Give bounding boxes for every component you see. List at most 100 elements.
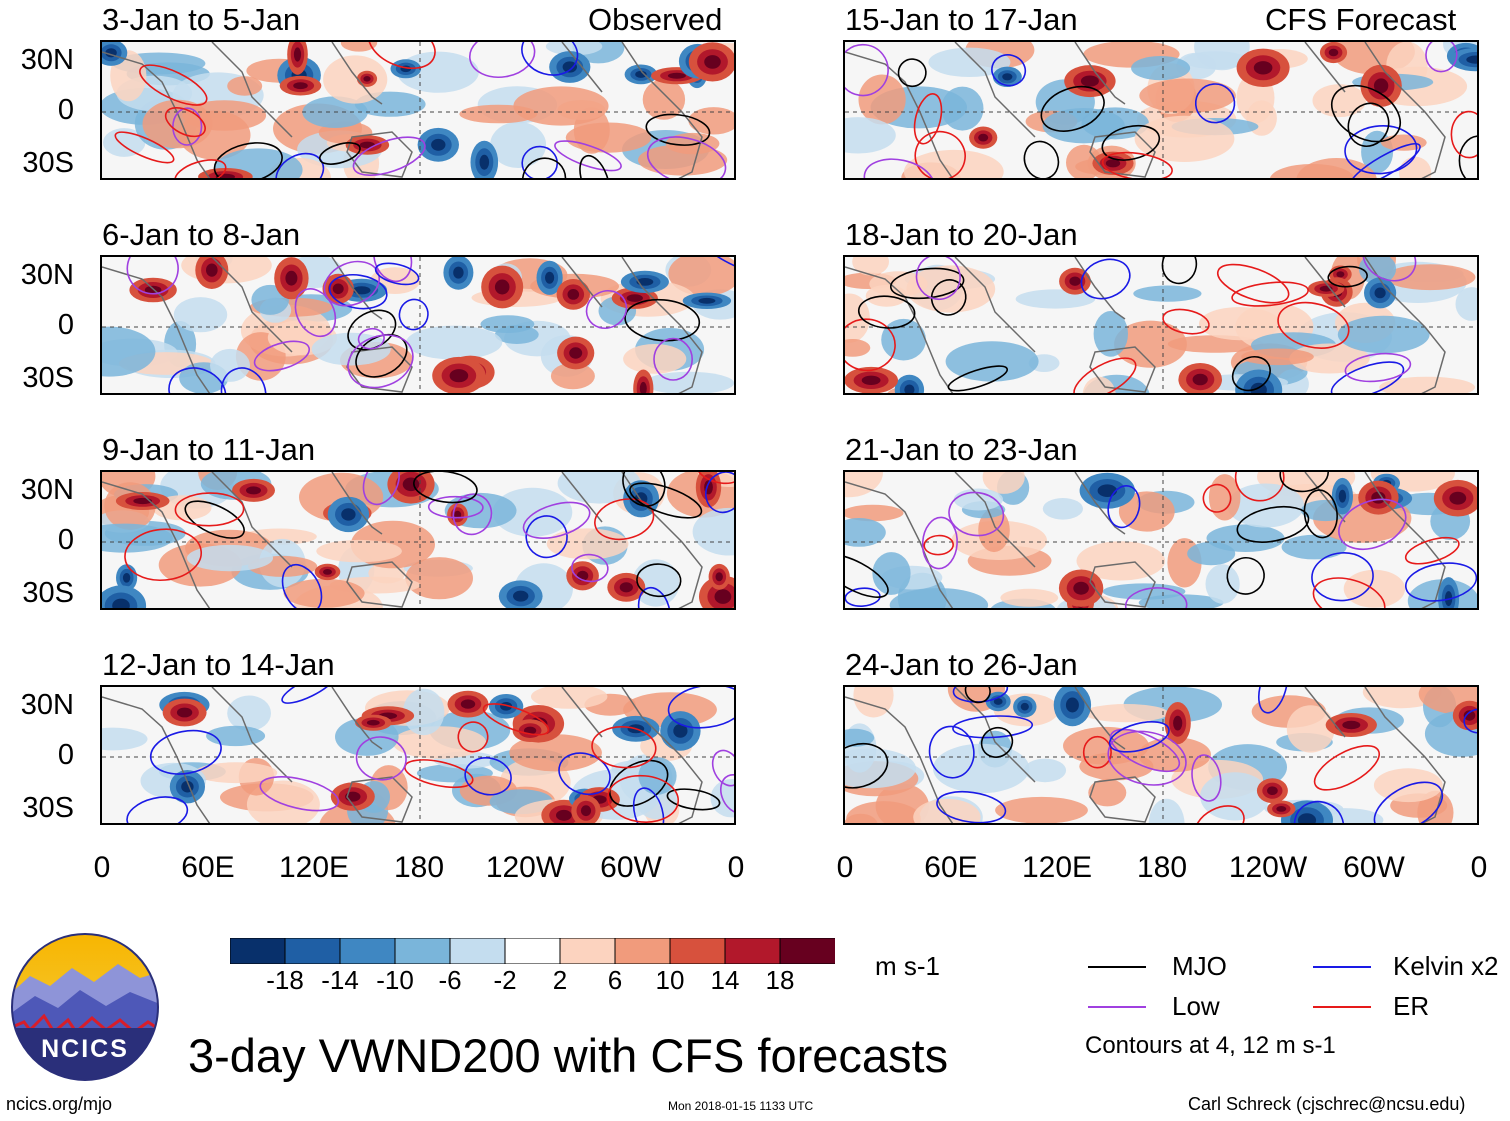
anomaly-blob (1199, 307, 1281, 341)
anomaly-core (494, 279, 510, 295)
coastline (954, 257, 1036, 353)
anomaly-blob (550, 362, 595, 390)
wave-contour (845, 742, 889, 789)
anomaly-blob (1131, 56, 1191, 81)
wave-contour (1303, 489, 1338, 539)
wave-contour (427, 495, 484, 519)
anomaly-core (453, 266, 464, 279)
colorbar-swatch (614, 937, 671, 965)
y-tick-label: 30N (20, 44, 74, 76)
legend-line-mjo (1088, 966, 1146, 968)
x-tick-label: 120W (1228, 851, 1308, 884)
anomaly-core (978, 133, 989, 142)
wave-contour (294, 288, 337, 338)
anomaly-blob (392, 726, 487, 759)
coastline (845, 51, 954, 178)
wave-contour (318, 142, 361, 165)
wave-contour (845, 553, 889, 598)
anomaly-blob (1455, 287, 1477, 321)
anomaly-blob (1281, 534, 1347, 560)
wave-contour (126, 796, 189, 823)
anomaly-blob (1205, 564, 1240, 604)
anomaly-core (431, 138, 446, 151)
anomaly-core (619, 582, 633, 593)
wave-contour (594, 498, 655, 541)
anomaly-blob (1379, 376, 1475, 393)
anomaly-blob (945, 341, 1039, 382)
anomaly-core (293, 47, 302, 62)
wave-contour (1234, 472, 1285, 502)
anomaly-blob (692, 507, 734, 556)
wave-contour (452, 493, 493, 536)
coastline (1364, 257, 1446, 393)
anomaly-blob (283, 578, 365, 608)
anomaly-blob (1000, 588, 1059, 607)
anomaly-blob (1134, 115, 1235, 162)
wave-contour (889, 267, 965, 300)
wave-contour (373, 257, 413, 283)
anomaly-blob (1138, 737, 1211, 773)
wave-contour (1313, 744, 1380, 791)
wave-contour (1404, 536, 1460, 565)
anomaly-blob (978, 508, 1010, 553)
wave-contour (398, 298, 429, 331)
panel-title: 18-Jan to 20-Jan (845, 217, 1078, 252)
anomaly-core (580, 805, 592, 817)
anomaly-core (246, 486, 261, 495)
wave-contour (913, 93, 943, 145)
anomaly-core (861, 375, 881, 385)
observed-header: Observed (588, 2, 723, 37)
anomaly-blob (103, 128, 146, 157)
map-panel (100, 255, 736, 395)
anomaly-blob (858, 74, 906, 125)
anomaly-core (635, 70, 647, 78)
wave-contour (1124, 587, 1188, 608)
anomaly-blob (406, 325, 503, 360)
anomaly-blob (513, 86, 609, 126)
anomaly-blob (565, 122, 652, 153)
anomaly-blob (1083, 704, 1169, 723)
wave-contour (174, 492, 245, 527)
wave-contour (646, 136, 727, 178)
wave-contour (126, 257, 179, 295)
anomaly-blob (403, 688, 445, 736)
anomaly-core (556, 809, 572, 821)
colorbar-label: 14 (710, 965, 740, 995)
coastline (845, 481, 954, 608)
coastline (1364, 687, 1446, 823)
legend-line-low (1088, 1006, 1146, 1008)
coastline (331, 472, 383, 535)
anomaly-core (366, 719, 380, 726)
footer-url: ncics.org/mjo (6, 1094, 113, 1114)
coastline (1074, 472, 1126, 535)
anomaly-core (1173, 715, 1183, 731)
anomaly-blob (1148, 798, 1185, 823)
wave-contour (253, 340, 311, 372)
y-tick-label: 0 (57, 524, 74, 556)
wave-contour (607, 774, 680, 823)
anomaly-blob (397, 51, 479, 93)
colorbar-label: -14 (321, 965, 359, 995)
anomaly-blob (1102, 583, 1186, 600)
wave-contour (637, 586, 671, 608)
wave-contour (281, 687, 336, 704)
anomaly-blob (1312, 84, 1367, 118)
wave-contour (928, 725, 975, 779)
y-tick-label: 30N (20, 474, 74, 506)
colorbar-label: -18 (266, 965, 304, 995)
wave-contour (1101, 124, 1161, 161)
anomaly-blob (1194, 42, 1250, 71)
colorbar-swatch (504, 937, 561, 965)
wave-contour (1080, 258, 1131, 300)
anomaly-blob (1270, 164, 1355, 178)
units-label: m s-1 (875, 951, 940, 981)
anomaly-core (453, 510, 462, 519)
wave-contour (1279, 472, 1329, 493)
panel-title: 21-Jan to 23-Jan (845, 432, 1078, 467)
colorbar-swatch (284, 937, 341, 965)
wave-contour (696, 472, 734, 485)
colorbar-label: -2 (493, 965, 517, 995)
anomaly-blob (982, 472, 1025, 494)
coastline (331, 687, 383, 750)
wave-contour (374, 262, 420, 286)
